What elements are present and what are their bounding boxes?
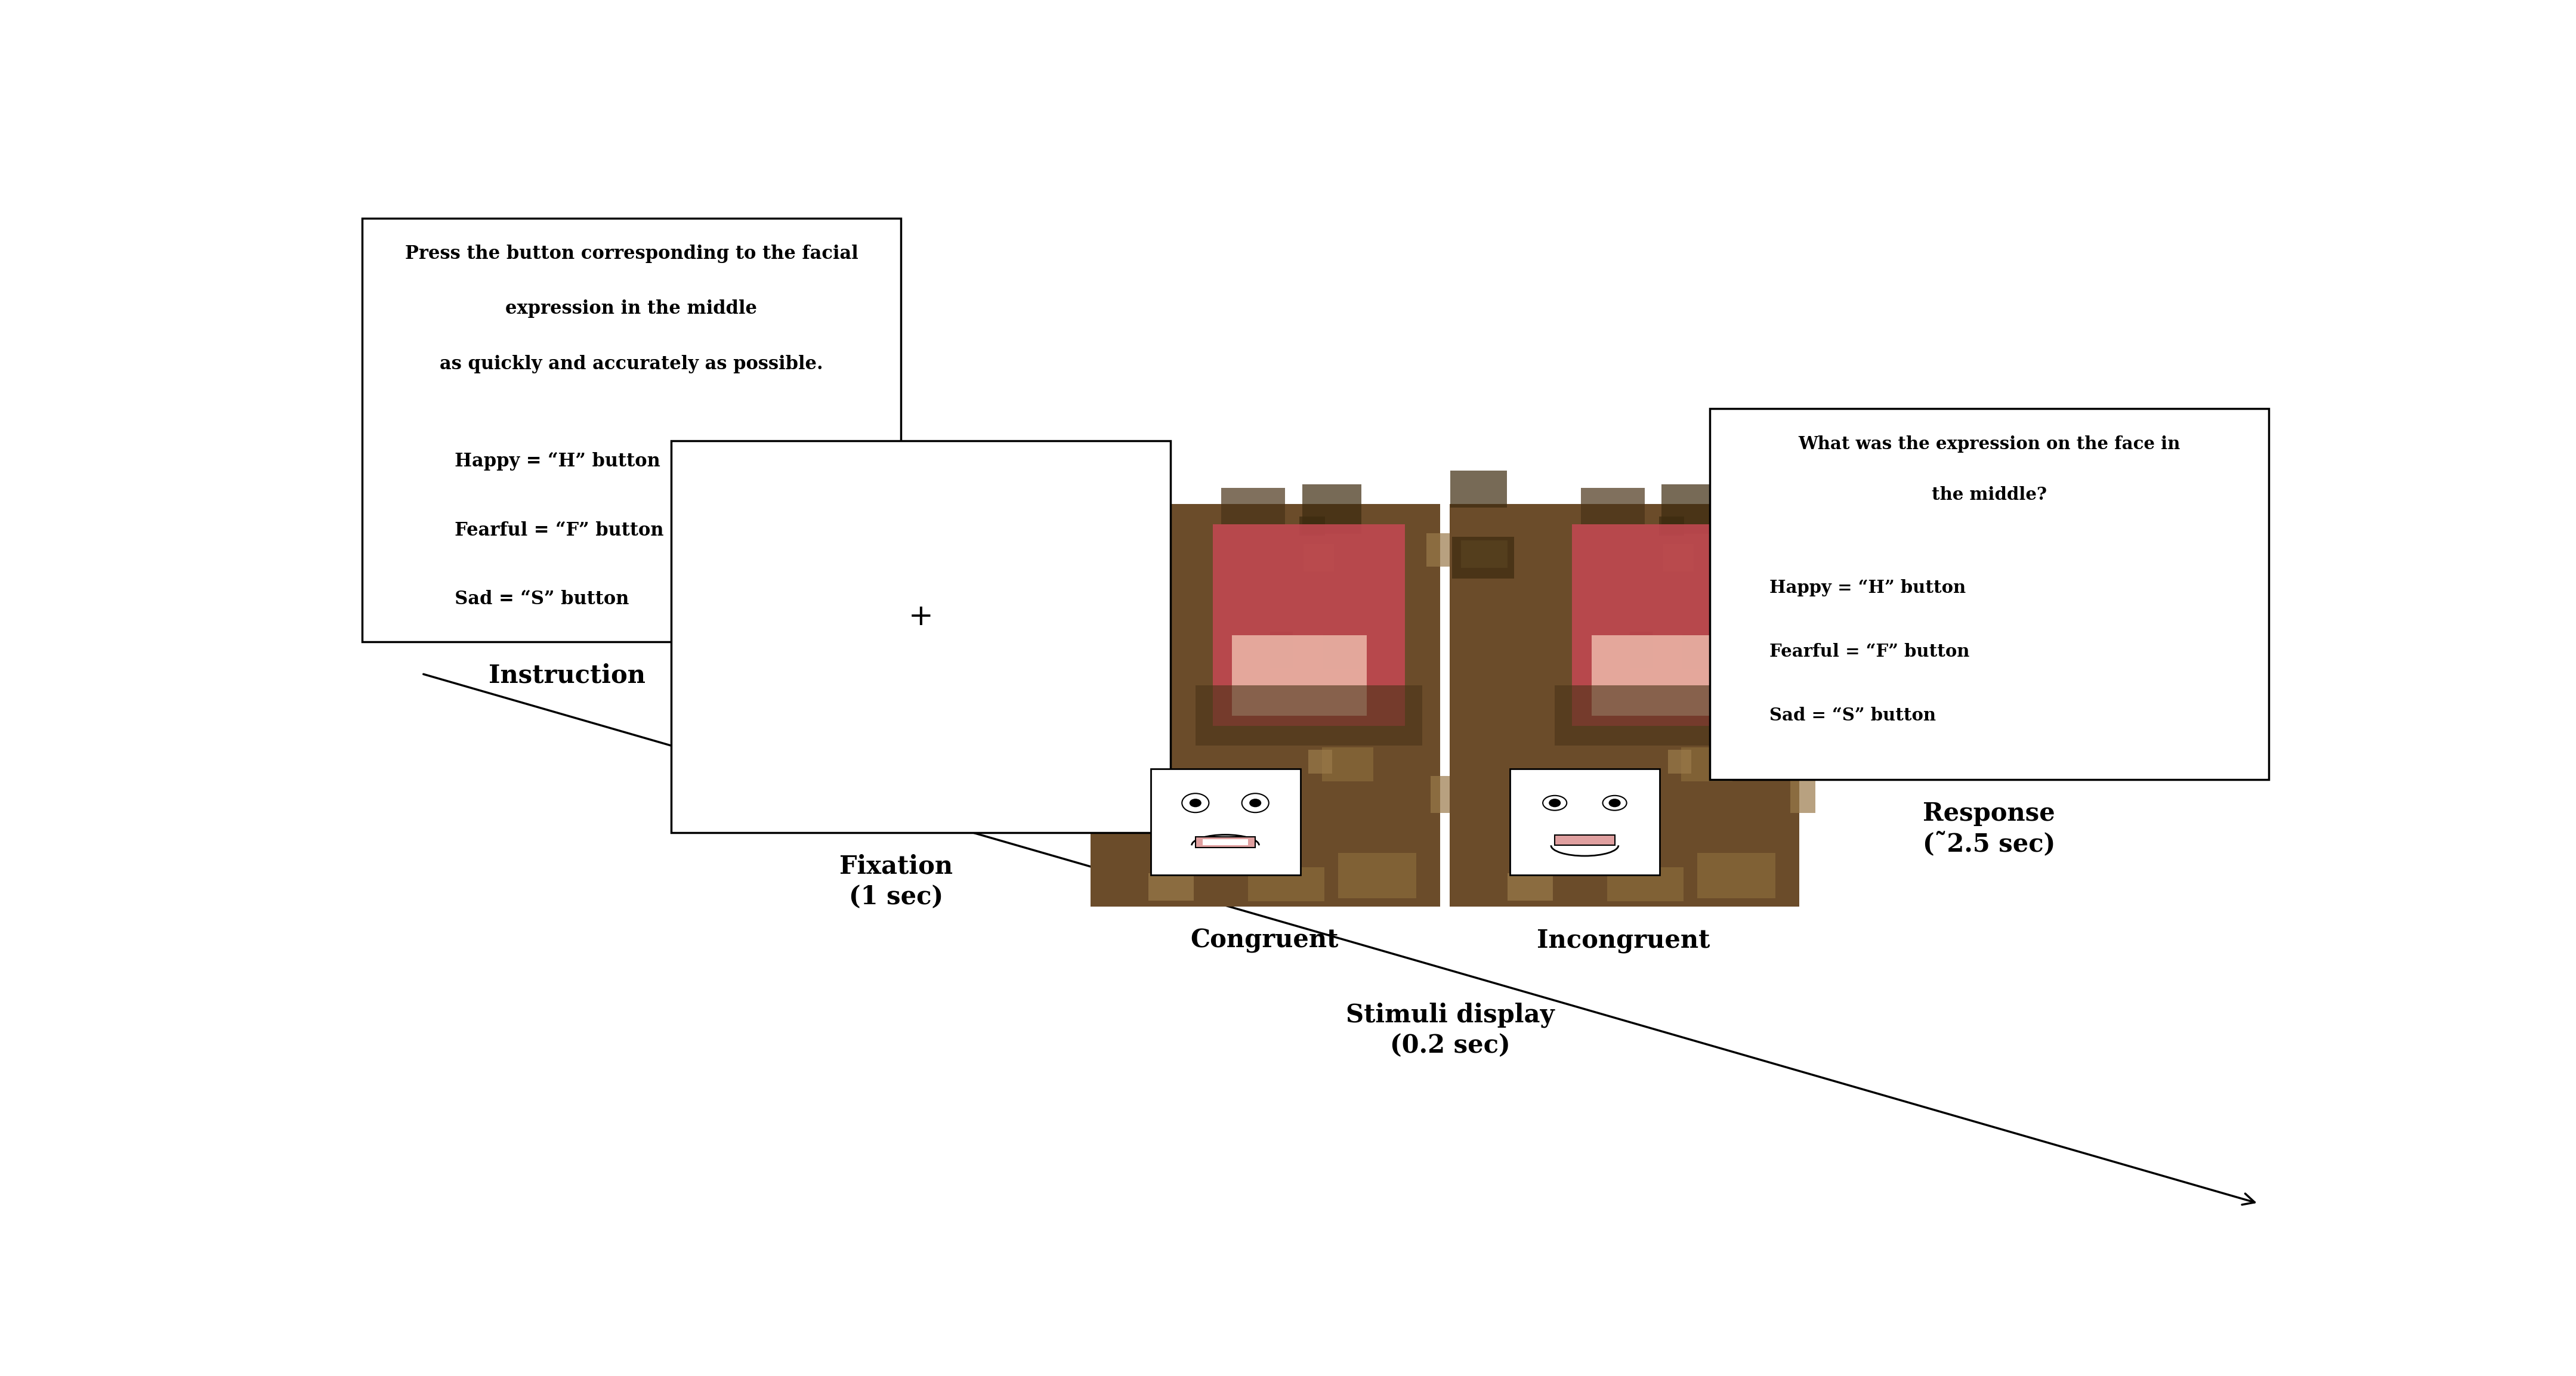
Bar <box>1303 484 1360 534</box>
Bar <box>1203 839 1247 845</box>
Bar <box>1450 471 1507 508</box>
Bar <box>1216 777 1267 794</box>
Bar <box>1510 769 1659 875</box>
Bar <box>1664 544 1692 571</box>
Text: Stimuli display
(0.2 sec): Stimuli display (0.2 sec) <box>1345 1002 1553 1058</box>
Text: What was the expression on the face in: What was the expression on the face in <box>1798 435 2179 453</box>
Bar <box>1556 685 1783 746</box>
Ellipse shape <box>1190 798 1200 808</box>
Text: Fearful = “F” button: Fearful = “F” button <box>443 522 665 539</box>
Bar <box>1453 537 1515 578</box>
Bar <box>1195 685 1422 746</box>
Ellipse shape <box>1242 794 1270 812</box>
Bar <box>1298 517 1324 535</box>
Bar <box>1790 776 1816 813</box>
Bar <box>1667 750 1692 773</box>
Ellipse shape <box>1182 794 1208 812</box>
Ellipse shape <box>1602 795 1625 810</box>
Bar <box>1427 534 1492 567</box>
Bar <box>1698 853 1775 899</box>
Bar <box>1507 874 1553 900</box>
Bar <box>1682 634 1718 669</box>
Bar <box>1574 777 1628 794</box>
Bar <box>1556 838 1618 867</box>
Text: Fixation
(1 sec): Fixation (1 sec) <box>840 853 953 910</box>
Bar <box>1461 541 1507 568</box>
Bar <box>1450 504 1798 907</box>
Text: the middle?: the middle? <box>1932 486 2045 504</box>
Bar <box>1659 517 1685 535</box>
Bar <box>1430 776 1455 813</box>
Bar <box>1582 488 1643 524</box>
Bar <box>1195 837 1255 848</box>
Bar <box>1303 544 1334 571</box>
Bar <box>1103 541 1149 568</box>
Bar <box>1213 524 1404 725</box>
Bar <box>672 440 1170 832</box>
Bar <box>1242 773 1298 790</box>
Text: Press the button corresponding to the facial: Press the button corresponding to the fa… <box>404 245 858 263</box>
Bar <box>1600 773 1656 790</box>
Text: Sad = “S” button: Sad = “S” button <box>1770 706 1935 724</box>
Bar <box>1571 524 1765 725</box>
Bar <box>1710 409 2269 780</box>
Text: Incongruent: Incongruent <box>1538 927 1710 954</box>
Ellipse shape <box>1249 798 1262 808</box>
Bar <box>1324 634 1360 669</box>
Bar <box>1607 867 1685 901</box>
Bar <box>1682 747 1734 782</box>
Ellipse shape <box>1543 795 1566 810</box>
Bar <box>1337 853 1417 899</box>
Bar <box>1785 534 1850 567</box>
Bar <box>1231 634 1368 716</box>
Bar <box>1090 504 1440 907</box>
Bar <box>1247 842 1293 867</box>
Bar <box>1198 838 1257 867</box>
Bar <box>1247 867 1324 901</box>
Bar <box>1556 835 1615 845</box>
Bar <box>1270 632 1293 669</box>
Text: Instruction: Instruction <box>489 663 644 688</box>
Bar <box>1631 632 1651 669</box>
Bar <box>1090 471 1149 508</box>
Bar <box>361 217 902 641</box>
Text: Fearful = “F” button: Fearful = “F” button <box>1770 643 1971 660</box>
Text: Happy = “H” button: Happy = “H” button <box>443 453 659 471</box>
Bar <box>1149 874 1193 900</box>
Text: Happy = “H” button: Happy = “H” button <box>1770 579 1965 597</box>
Bar <box>1321 747 1373 782</box>
Text: Response
(˜2.5 sec): Response (˜2.5 sec) <box>1922 801 2056 857</box>
Text: Congruent: Congruent <box>1190 927 1340 954</box>
Bar <box>1605 842 1654 867</box>
Text: as quickly and accurately as possible.: as quickly and accurately as possible. <box>440 355 824 373</box>
Bar <box>1309 750 1332 773</box>
Bar <box>1662 484 1721 534</box>
Ellipse shape <box>1548 798 1561 808</box>
Bar <box>1221 488 1285 524</box>
Text: Sad = “S” button: Sad = “S” button <box>443 590 629 608</box>
Text: expression in the middle: expression in the middle <box>505 300 757 318</box>
Text: +: + <box>909 603 933 632</box>
Bar <box>1151 769 1301 875</box>
Ellipse shape <box>1607 798 1620 808</box>
Bar <box>1592 634 1726 716</box>
Bar <box>1092 537 1154 578</box>
